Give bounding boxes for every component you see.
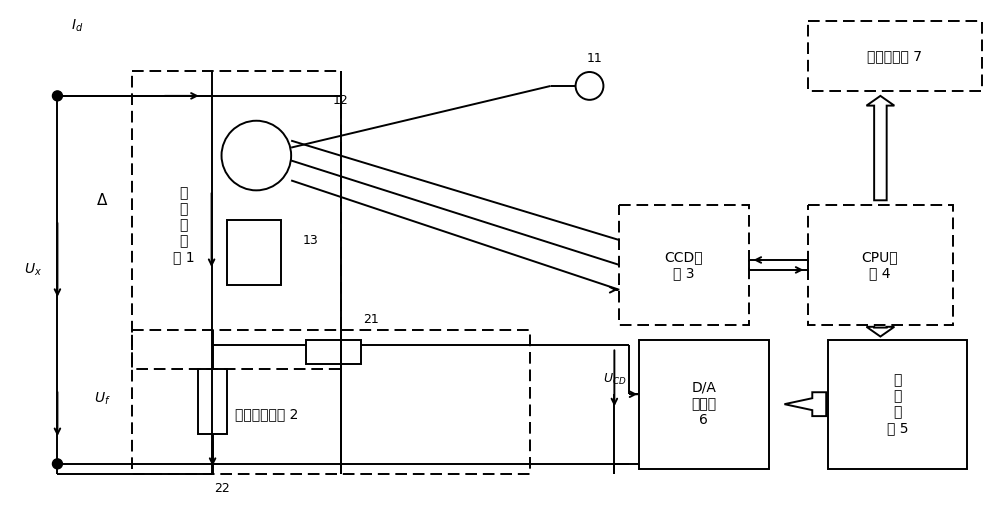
Text: 13: 13 xyxy=(303,234,319,246)
Text: $I_d$: $I_d$ xyxy=(71,18,83,35)
Circle shape xyxy=(52,459,62,469)
Bar xyxy=(306,339,361,364)
Text: 数字显示器 7: 数字显示器 7 xyxy=(867,49,922,63)
Text: 12: 12 xyxy=(333,94,349,107)
Text: $U_{CD}$: $U_{CD}$ xyxy=(603,372,626,387)
Bar xyxy=(828,339,967,469)
Text: CCD电
路 3: CCD电 路 3 xyxy=(665,250,703,280)
Bar xyxy=(132,330,530,474)
Bar xyxy=(198,369,227,434)
Bar xyxy=(227,220,281,285)
Text: D/A
转换器
6: D/A 转换器 6 xyxy=(691,381,716,427)
Text: 变
换
检
流
计 1: 变 换 检 流 计 1 xyxy=(173,186,195,265)
Bar xyxy=(808,205,953,325)
Text: Δ: Δ xyxy=(97,193,107,208)
Text: $U_x$: $U_x$ xyxy=(24,262,42,278)
Text: $U_f$: $U_f$ xyxy=(94,391,111,407)
Text: 反馈电阻网络 2: 反馈电阻网络 2 xyxy=(235,407,298,421)
Text: 22: 22 xyxy=(214,482,229,495)
Text: CPU电
路 4: CPU电 路 4 xyxy=(862,250,898,280)
Bar xyxy=(808,21,982,91)
Text: 光
电
隔
离 5: 光 电 隔 离 5 xyxy=(887,373,909,435)
Bar xyxy=(639,339,769,469)
Bar xyxy=(132,71,341,369)
Text: 21: 21 xyxy=(363,313,379,326)
Circle shape xyxy=(52,91,62,101)
Bar xyxy=(619,205,749,325)
Text: 11: 11 xyxy=(587,52,602,65)
